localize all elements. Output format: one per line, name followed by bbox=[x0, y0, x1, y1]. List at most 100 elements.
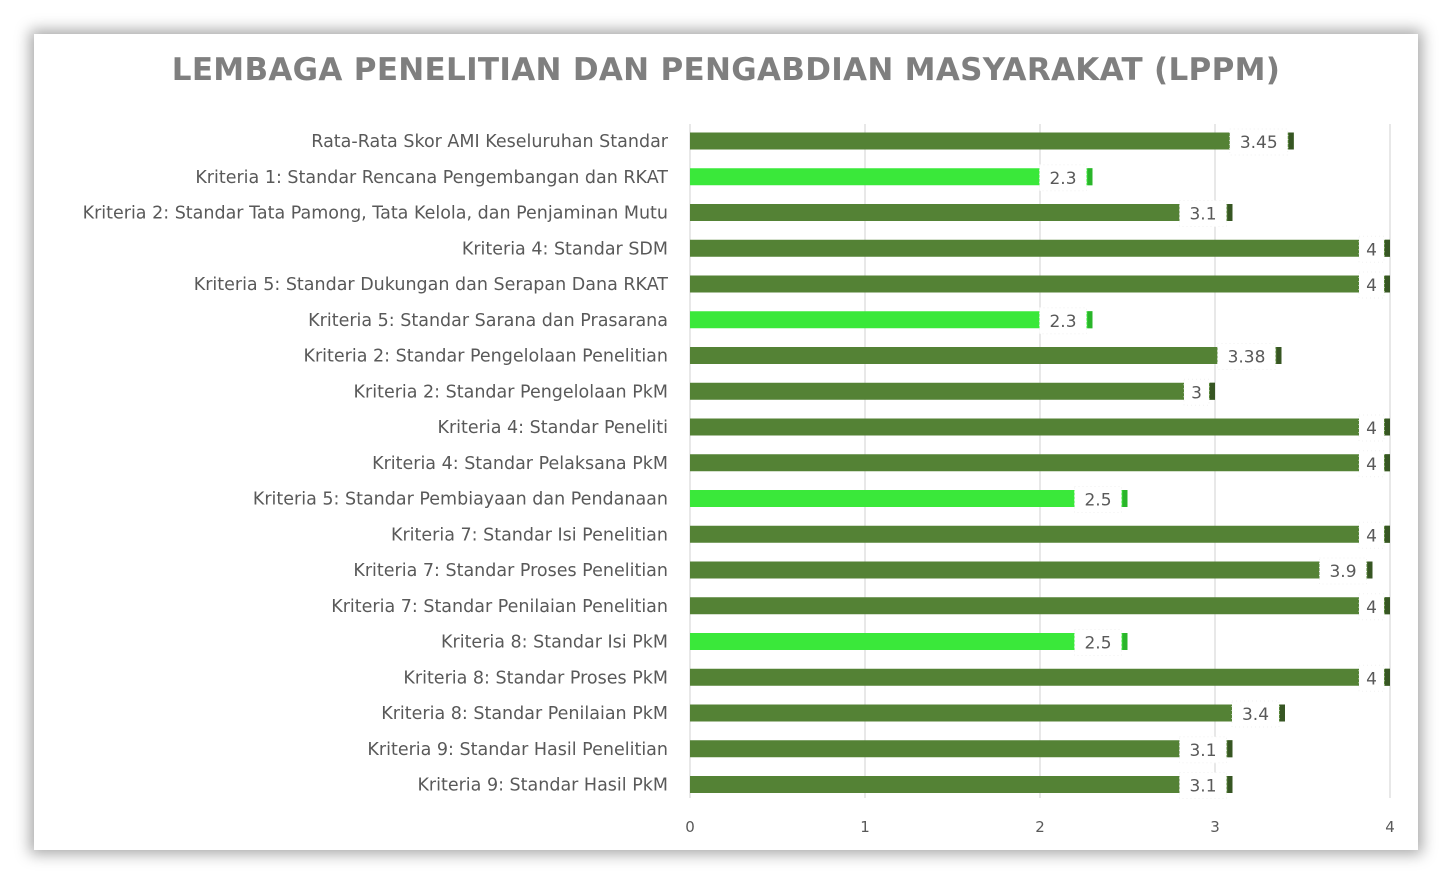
category-label: Rata-Rata Skor AMI Keseluruhan Standar bbox=[311, 132, 669, 152]
data-label-box bbox=[1358, 450, 1385, 478]
x-tick-label: 2 bbox=[1035, 818, 1045, 836]
bar-edge bbox=[1385, 525, 1390, 543]
bar-edge bbox=[1122, 490, 1128, 507]
data-label: 3.38 bbox=[1228, 348, 1266, 368]
category-label: Kriteria 2: Standar Pengelolaan PkM bbox=[354, 382, 668, 402]
data-label-box bbox=[1358, 521, 1385, 549]
category-label: Kriteria 8: Standar Penilaian PkM bbox=[381, 704, 668, 724]
bar-edge bbox=[1227, 740, 1233, 758]
bar bbox=[690, 633, 1128, 650]
data-label-box bbox=[1229, 128, 1289, 156]
category-label: Kriteria 4: Standar SDM bbox=[462, 239, 668, 259]
category-label: Kriteria 9: Standar Hasil PkM bbox=[417, 776, 668, 796]
category-labels: Rata-Rata Skor AMI Keseluruhan Standar Kr… bbox=[83, 132, 669, 796]
category-label: Kriteria 2: Standar Tata Pamong, Tata Ke… bbox=[83, 204, 668, 224]
data-label: 4 bbox=[1366, 455, 1377, 475]
data-label: 3.9 bbox=[1329, 562, 1356, 582]
category-label: Kriteria 4: Standar Pelaksana PkM bbox=[372, 454, 668, 474]
bar bbox=[690, 490, 1128, 507]
bar-edge bbox=[1210, 382, 1215, 400]
category-label: Kriteria 9: Standar Hasil Penelitian bbox=[367, 740, 668, 760]
bar-edge bbox=[1227, 776, 1233, 793]
data-label-box bbox=[1217, 343, 1276, 370]
category-label: Kriteria 2: Standar Pengelolaan Peneliti… bbox=[304, 347, 668, 367]
data-label-box bbox=[1358, 664, 1385, 692]
bar bbox=[690, 668, 1390, 686]
bar-edge bbox=[1288, 132, 1294, 150]
data-label: 2.3 bbox=[1049, 169, 1076, 189]
data-label: 3.4 bbox=[1242, 705, 1269, 725]
x-axis-ticks: 0 1 2 3 4 bbox=[685, 818, 1395, 836]
data-label: 4 bbox=[1366, 240, 1377, 260]
data-label-box bbox=[1179, 736, 1227, 764]
data-label-box bbox=[1179, 772, 1227, 799]
category-label: Kriteria 7: Standar Penilaian Penelitian bbox=[331, 597, 668, 617]
bar-edge bbox=[1385, 418, 1390, 436]
data-label: 3 bbox=[1191, 383, 1202, 403]
bar-edge bbox=[1385, 275, 1390, 293]
data-label-box bbox=[1183, 378, 1210, 406]
bar-edge bbox=[1087, 311, 1093, 329]
data-label: 2.3 bbox=[1049, 312, 1076, 332]
bar bbox=[690, 239, 1390, 257]
data-label: 3.1 bbox=[1189, 205, 1216, 225]
data-label: 2.5 bbox=[1084, 491, 1111, 511]
x-tick-label: 1 bbox=[860, 818, 870, 836]
category-label: Kriteria 8: Standar Proses PkM bbox=[403, 668, 668, 688]
bar-edge bbox=[1087, 168, 1093, 186]
bar bbox=[690, 347, 1282, 364]
bar bbox=[690, 776, 1233, 793]
data-label-box bbox=[1358, 235, 1385, 263]
data-label: 4 bbox=[1366, 276, 1377, 296]
data-label-box bbox=[1231, 700, 1280, 728]
category-label: Kriteria 5: Standar Sarana dan Prasarana bbox=[308, 311, 668, 331]
data-label: 4 bbox=[1366, 419, 1377, 439]
bar bbox=[690, 204, 1233, 221]
data-label-box bbox=[1074, 486, 1122, 513]
data-label: 2.5 bbox=[1084, 634, 1111, 654]
bar bbox=[690, 597, 1390, 615]
x-tick-label: 0 bbox=[685, 818, 695, 836]
data-label-box bbox=[1358, 593, 1385, 621]
data-label: 3.1 bbox=[1189, 777, 1216, 797]
bar-edge bbox=[1276, 347, 1282, 364]
category-label: Kriteria 4: Standar Peneliti bbox=[438, 418, 668, 438]
data-label-box bbox=[1319, 557, 1367, 585]
data-label-box bbox=[1039, 307, 1087, 335]
category-label: Kriteria 7: Standar Isi Penelitian bbox=[391, 525, 668, 545]
bars bbox=[690, 132, 1390, 793]
bar-edge bbox=[1122, 633, 1128, 650]
bar bbox=[690, 704, 1285, 722]
x-tick-label: 4 bbox=[1385, 818, 1395, 836]
data-labels: 3.45 2.3 3.1 4 4 2.3 3.38 3 4 4 2.5 4 3.9 4 2.5 4 3.4 3.1… bbox=[1039, 128, 1385, 799]
bar-edge bbox=[1385, 597, 1390, 615]
data-label: 4 bbox=[1366, 526, 1377, 546]
data-label-box bbox=[1074, 629, 1122, 656]
data-label: 4 bbox=[1366, 669, 1377, 689]
bar-edge bbox=[1385, 239, 1390, 257]
bar-edge bbox=[1280, 704, 1285, 722]
x-tick-label: 3 bbox=[1210, 818, 1220, 836]
bar bbox=[690, 525, 1390, 543]
category-label: Kriteria 5: Standar Pembiayaan dan Penda… bbox=[253, 490, 668, 510]
bar bbox=[690, 740, 1233, 758]
category-label: Kriteria 1: Standar Rencana Pengembangan… bbox=[195, 168, 668, 188]
chart-title: LEMBAGA PENELITIAN DAN PENGABDIAN MASYAR… bbox=[171, 52, 1281, 88]
category-label: Kriteria 8: Standar Isi PkM bbox=[441, 633, 668, 653]
bar bbox=[690, 561, 1373, 579]
data-label-box bbox=[1039, 164, 1087, 192]
data-label-box bbox=[1358, 271, 1385, 299]
bar bbox=[690, 311, 1093, 329]
bar-edge bbox=[1367, 561, 1373, 579]
category-label: Kriteria 7: Standar Proses Penelitian bbox=[353, 561, 668, 581]
data-label: 4 bbox=[1366, 598, 1377, 618]
bar bbox=[690, 275, 1390, 293]
bar bbox=[690, 418, 1390, 436]
bar-edge bbox=[1385, 454, 1390, 472]
data-label: 3.1 bbox=[1189, 741, 1216, 761]
category-label: Kriteria 5: Standar Dukungan dan Serapan… bbox=[194, 275, 669, 295]
bar bbox=[690, 382, 1215, 400]
bar bbox=[690, 168, 1093, 186]
bar-edge bbox=[1385, 668, 1390, 686]
